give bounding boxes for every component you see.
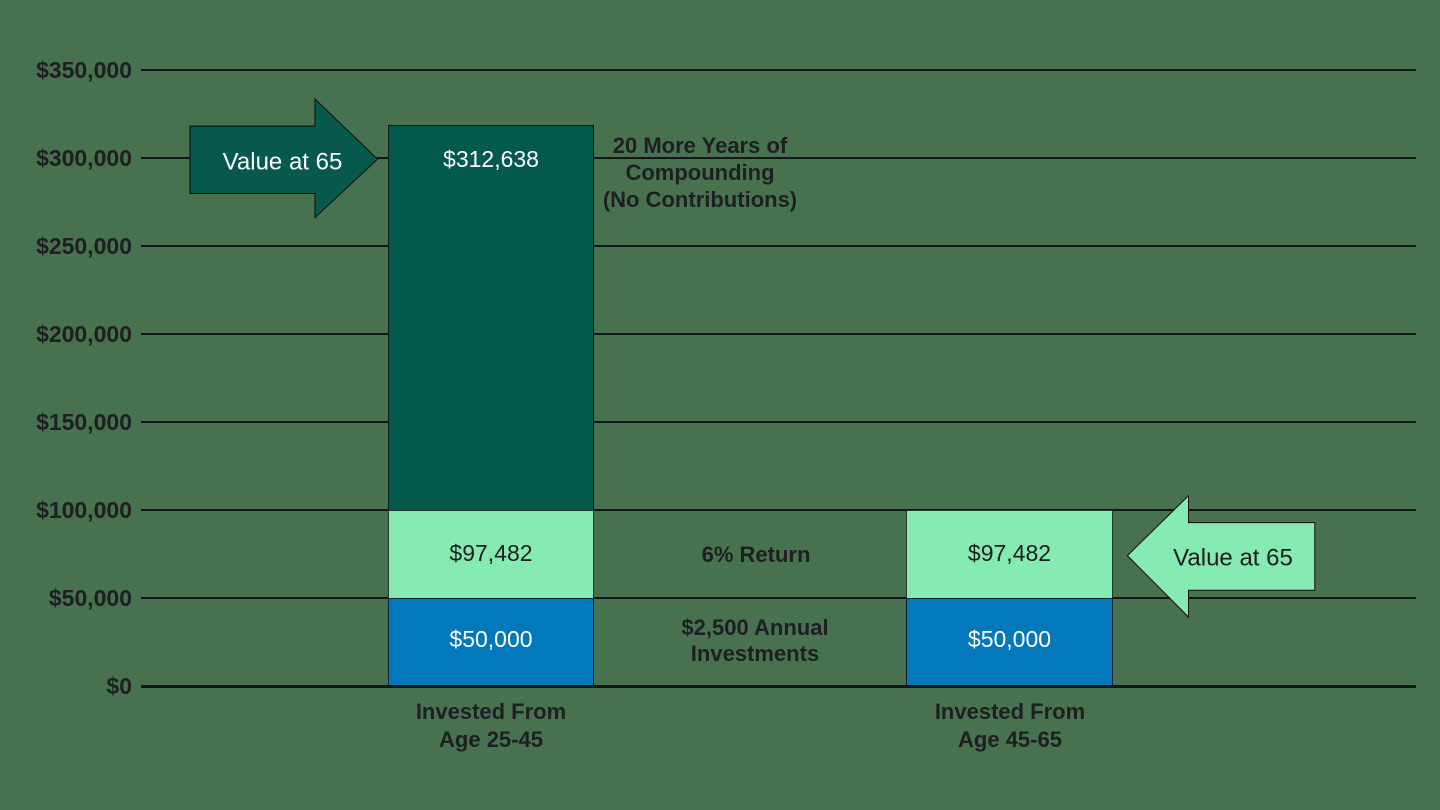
- svg-text:Value at 65: Value at 65: [223, 149, 343, 176]
- svg-text:Value at 65: Value at 65: [1173, 545, 1293, 572]
